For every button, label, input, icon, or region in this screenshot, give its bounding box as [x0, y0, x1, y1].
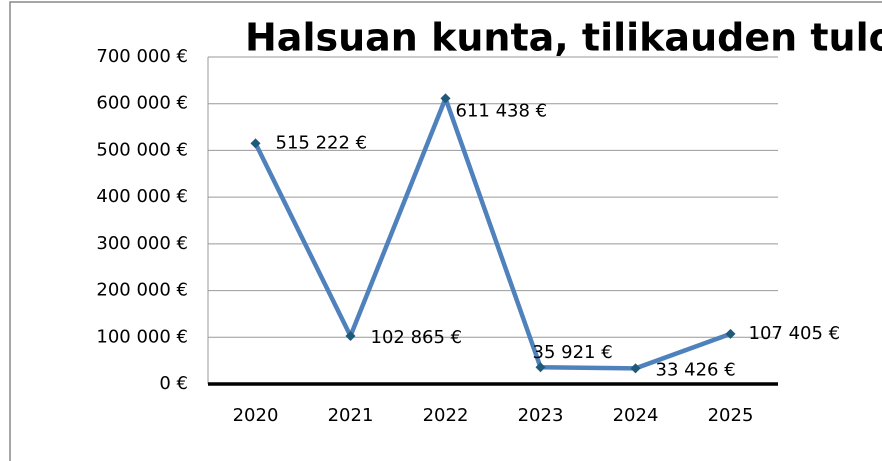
y-tick-label: 700 000 €	[96, 46, 188, 67]
x-tick-label: 2024	[613, 405, 659, 426]
y-tick-label: 0 €	[159, 373, 188, 394]
chart-border	[9, 1, 882, 461]
data-point	[725, 328, 736, 339]
y-tick-label: 100 000 €	[96, 326, 188, 347]
x-tick-label: 2025	[708, 405, 754, 426]
chart-title: Halsuan kunta, tilikauden tulos	[245, 16, 882, 60]
y-tick-label: 300 000 €	[96, 233, 188, 254]
x-tick-label: 2023	[518, 405, 564, 426]
data-point	[250, 138, 261, 149]
data-point	[630, 363, 641, 374]
data-label: 33 426 €	[656, 359, 736, 380]
data-label: 102 865 €	[371, 327, 463, 348]
y-tick-label: 500 000 €	[96, 139, 188, 160]
y-tick-label: 200 000 €	[96, 280, 188, 301]
data-label: 107 405 €	[749, 323, 841, 344]
x-tick-label: 2020	[233, 405, 279, 426]
data-line	[253, 96, 732, 371]
data-point	[535, 362, 546, 373]
data-label: 611 438 €	[456, 100, 548, 121]
data-point	[440, 93, 451, 104]
data-label: 35 921 €	[533, 342, 613, 363]
y-tick-label: 400 000 €	[96, 186, 188, 207]
y-tick-label: 600 000 €	[96, 93, 188, 114]
data-point	[345, 330, 356, 341]
data-label: 515 222 €	[276, 132, 368, 153]
x-tick-label: 2021	[328, 405, 374, 426]
x-tick-label: 2022	[423, 405, 469, 426]
